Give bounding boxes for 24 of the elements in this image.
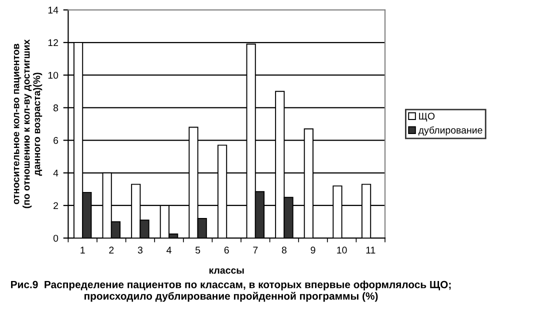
x-tick-label: 10: [337, 246, 347, 254]
y-tick-label: 10: [48, 72, 58, 79]
y-tick-label: 12: [48, 39, 58, 46]
y-tick-label: 0: [53, 234, 58, 242]
legend-label: дублирование: [418, 126, 482, 136]
text: Рис.9 Распределение пациентов по классам, в которых впервые оформлялось ЩО; происходило дублирование пройденной программы (%): [11, 280, 451, 302]
x-tick-label: 1: [80, 246, 85, 254]
x-tick-label: 11: [366, 246, 376, 254]
x-axis-title: классы: [209, 268, 244, 274]
x-tick-label: 6: [224, 246, 229, 254]
x-tick-label: 4: [166, 246, 172, 254]
y-axis-title: относительное кол-во пациентов (по отношению к кол-ву достигших данного возраста)(%): [14, 39, 42, 208]
y-tick-label: 2: [54, 202, 58, 210]
x-tick-label: 5: [195, 246, 200, 254]
legend-label: ЩО: [419, 112, 435, 122]
x-tick-label: 7: [253, 246, 258, 254]
x-tick-label: 3: [138, 246, 142, 254]
x-tick-label: 9: [310, 246, 316, 254]
y-tick-label: 14: [48, 6, 58, 14]
y-tick-label: 4: [53, 170, 58, 176]
x-tick-label: 8: [282, 246, 286, 254]
y-tick-label: 8: [53, 104, 58, 112]
x-tick-label: 2: [109, 246, 114, 254]
y-tick-label: 6: [54, 137, 58, 144]
